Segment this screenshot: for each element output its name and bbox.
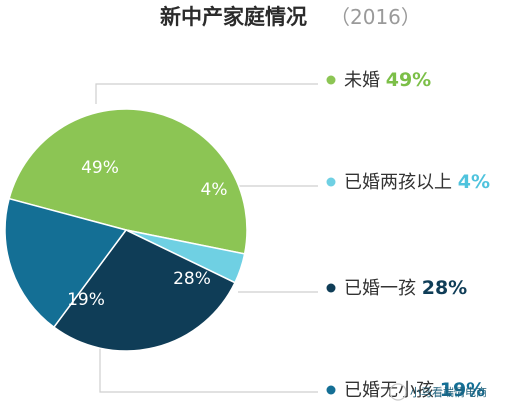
legend-entry-4: 已婚无小孩 19% (344, 379, 485, 401)
slice-label-1: 49% (81, 158, 119, 178)
legend-value-1: 49% (386, 69, 431, 91)
chart-title-main: 新中产家庭情况 (160, 5, 307, 29)
legend-label-1: 未婚 (344, 70, 386, 91)
pie-slice-3 (52, 229, 236, 352)
legend-dot-2 (326, 177, 336, 187)
leader-line-1 (95, 83, 318, 104)
legend: 未婚 49% 已婚两孩以上 4% 已婚一孩 28% 已婚无小孩 19% (326, 69, 490, 401)
legend-label-2: 已婚两孩以上 (344, 172, 458, 193)
leader-lines (95, 83, 318, 393)
pie-chart (4, 108, 248, 352)
watermark: 小马看端情电商 (389, 383, 487, 401)
legend-entry-1: 未婚 49% (344, 69, 431, 91)
watermark-text: 小马看端情电商 (410, 385, 487, 399)
legend-entry-2: 已婚两孩以上 4% (344, 171, 490, 193)
slice-labels: 49% 4% 28% 19% (67, 158, 227, 310)
legend-value-3: 28% (422, 277, 467, 299)
legend-dot-4 (326, 385, 336, 395)
legend-label-4: 已婚无小孩 (344, 380, 440, 401)
pie-slice-1 (8, 108, 248, 255)
legend-dot-3 (326, 283, 336, 293)
slice-label-3: 28% (173, 269, 211, 289)
chart-title: 新中产家庭情况 （2016） (160, 5, 421, 29)
legend-label-3: 已婚一孩 (344, 278, 422, 299)
watermark-icon (389, 383, 407, 401)
legend-value-4: 19% (440, 379, 485, 401)
slice-label-4: 19% (67, 290, 105, 310)
legend-value-2: 4% (458, 171, 490, 193)
chart-title-year: （2016） (330, 5, 421, 29)
legend-dot-1 (326, 75, 336, 85)
slice-label-2: 4% (201, 180, 228, 200)
pie-slice-4 (4, 197, 128, 329)
legend-entry-3: 已婚一孩 28% (344, 277, 467, 299)
leader-line-4 (99, 338, 318, 393)
